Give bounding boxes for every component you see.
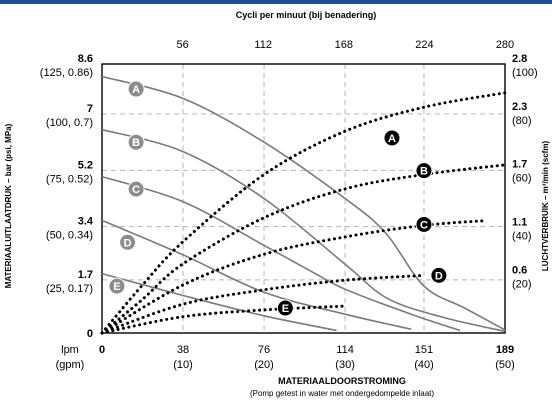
top-tick-label: 224	[415, 39, 433, 51]
x-axis-title: MATERIAALDOORSTROMING	[278, 376, 406, 386]
badge-letter: E	[113, 281, 120, 293]
badge-letter: B	[420, 166, 428, 178]
badge-pressure-a: A	[127, 80, 145, 98]
badge-circle	[119, 233, 137, 251]
x-unit-secondary: (gpm)	[56, 359, 85, 371]
y-right-axis-title: LUCHTVERBRUIK – m³/min (scfm)	[541, 141, 550, 272]
x-tick-label: 114	[336, 344, 354, 356]
top-tick-label: 56	[176, 39, 188, 51]
pressure-curve-c	[101, 175, 461, 332]
air-curve-b	[100, 163, 507, 335]
badge-letter: D	[435, 270, 443, 282]
badge-circle	[127, 80, 145, 98]
badge-circle	[415, 215, 433, 233]
pressure-curve-a	[101, 75, 506, 331]
plot-frame	[101, 63, 506, 334]
badge-air-b: B	[415, 162, 433, 180]
badge-pressure-b: B	[127, 133, 145, 151]
badge-air-a: A	[383, 129, 401, 147]
badge-circle	[276, 299, 294, 317]
air-curve-d	[100, 273, 426, 335]
air-curve-a	[100, 91, 507, 335]
tick-labels: 56 112 168 224 280 0 38 (10) 76 (20) 114 (30) 151 (40…	[40, 39, 538, 371]
pressure-curve-d	[101, 219, 412, 330]
y-left-tick-sublabel: (25, 0.17)	[46, 283, 93, 295]
badge-letter: C	[132, 184, 140, 196]
top-tick-label: 168	[335, 39, 353, 51]
badge-pressure-c: C	[127, 180, 145, 198]
y-left-tick-label: 1.7	[78, 269, 93, 281]
badge-letter: E	[282, 303, 289, 315]
x-tick-sublabel: (20)	[254, 359, 274, 371]
badge-air-d: D	[430, 266, 448, 284]
badge-circle	[415, 162, 433, 180]
x-tick-label: 38	[177, 344, 189, 356]
y-left-tick-sublabel: (75, 0.52)	[46, 173, 93, 185]
x-axis-subtitle: (Pomp getest in water met ondergedompeld…	[250, 389, 434, 398]
badge-pressure-e: E	[108, 277, 126, 295]
y-left-tick-label: 5.2	[78, 159, 93, 171]
badge-letter: A	[132, 84, 140, 96]
badge-air-e: E	[276, 299, 294, 317]
badge-circle	[108, 277, 126, 295]
plot-border	[101, 63, 506, 334]
y-left-tick-label: 3.4	[78, 216, 94, 228]
badge-circle	[383, 129, 401, 147]
y-right-tick-label: 1.1	[512, 216, 527, 228]
y-right-tick-label: 2.8	[512, 53, 527, 65]
top-tick-label: 280	[496, 39, 514, 51]
badge-air-c: C	[415, 215, 433, 233]
y-left-tick-label: 0	[87, 328, 93, 340]
y-right-tick-sublabel: (80)	[512, 115, 532, 127]
x-tick-label: 151	[415, 344, 433, 356]
badge-circle	[127, 180, 145, 198]
badge-letter: B	[132, 137, 140, 149]
x-tick-label: 76	[258, 344, 270, 356]
x-tick-sublabel: (40)	[414, 359, 434, 371]
y-left-tick-label: 8.6	[78, 53, 93, 65]
x-tick-sublabel: (10)	[173, 359, 193, 371]
air-curve-c	[100, 219, 488, 335]
badge-circle	[127, 133, 145, 151]
y-left-tick-sublabel: (50, 0.34)	[46, 230, 93, 242]
y-right-tick-label: 2.3	[512, 101, 527, 113]
y-right-tick-sublabel: (100)	[512, 67, 538, 79]
y-left-tick-sublabel: (100, 0.7)	[46, 117, 93, 129]
y-right-tick-label: 1.7	[512, 159, 527, 171]
top-accent-bar	[0, 0, 552, 4]
y-right-tick-sublabel: (40)	[512, 230, 532, 242]
y-right-tick-label: 0.6	[512, 264, 527, 276]
pressure-curves	[101, 75, 506, 333]
y-right-tick-sublabel: (20)	[512, 278, 532, 290]
badge-letter: A	[388, 133, 396, 145]
pressure-curve-b	[101, 128, 506, 333]
air-curve-e	[100, 304, 347, 335]
y-right-tick-sublabel: (60)	[512, 173, 532, 185]
x-tick-label: 0	[99, 344, 105, 356]
badge-letter: C	[420, 219, 428, 231]
x-tick-sublabel: (30)	[335, 359, 355, 371]
badge-circle	[430, 266, 448, 284]
y-left-tick-label: 7	[87, 103, 93, 115]
curve-badges: A B C D E A B C D E	[108, 80, 448, 317]
grid-lines	[102, 64, 505, 333]
top-axis-title: Cycli per minuut (bij benadering)	[236, 10, 377, 20]
badge-letter: D	[124, 237, 132, 249]
y-left-axis-title: MATERIAALUITLAATDRUK – bar (psi, MPa)	[4, 123, 13, 288]
x-unit-primary: lpm	[61, 344, 79, 356]
badge-pressure-d: D	[119, 233, 137, 251]
y-left-tick-sublabel: (125, 0.86)	[40, 67, 93, 79]
pressure-curve-e	[101, 272, 337, 332]
x-tick-label: 189	[496, 344, 514, 356]
top-tick-label: 112	[254, 39, 272, 51]
x-tick-sublabel: (50)	[495, 359, 515, 371]
air-consumption-curves	[100, 91, 507, 335]
